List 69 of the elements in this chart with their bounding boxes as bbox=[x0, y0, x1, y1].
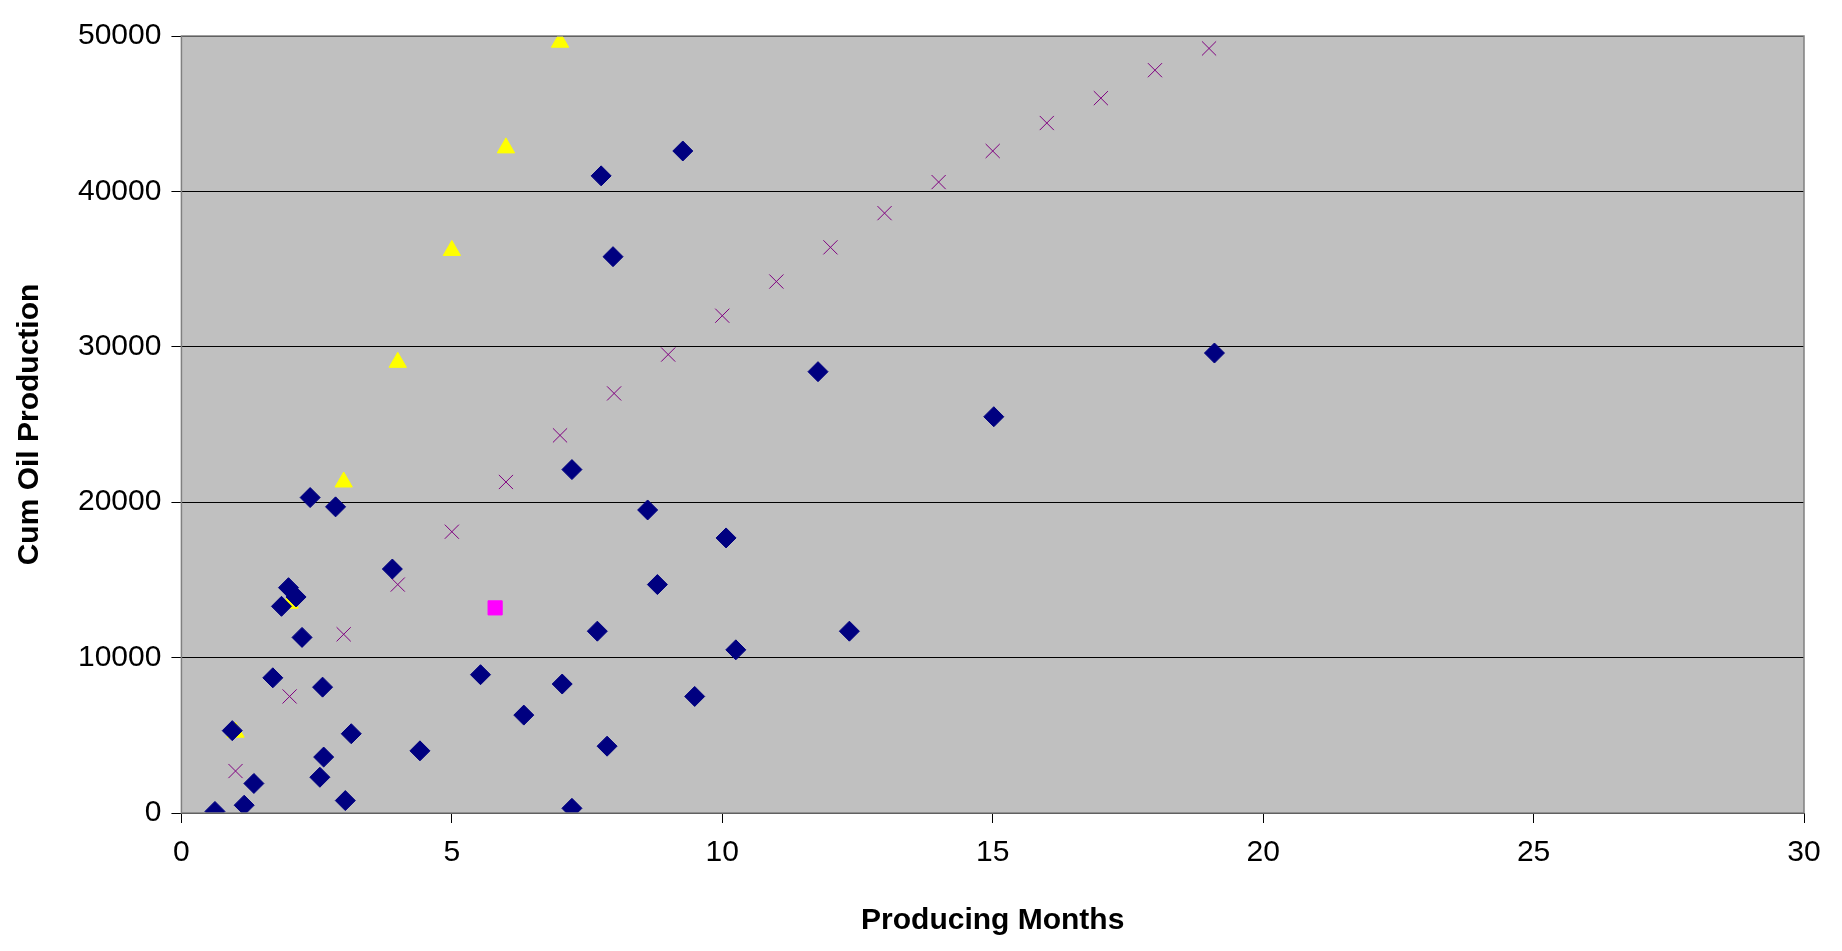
point bbox=[285, 586, 307, 608]
point bbox=[1201, 40, 1217, 56]
y-tick-label: 10000 bbox=[77, 638, 162, 672]
point bbox=[233, 794, 255, 813]
point bbox=[299, 487, 321, 509]
point bbox=[637, 499, 659, 521]
point bbox=[498, 474, 514, 490]
point bbox=[340, 723, 362, 745]
point bbox=[714, 308, 730, 324]
y-tick-label: 30000 bbox=[77, 328, 162, 362]
x-tick-label: 25 bbox=[1516, 834, 1551, 868]
point bbox=[807, 361, 829, 383]
x-tick-label: 10 bbox=[705, 834, 739, 868]
point bbox=[381, 558, 403, 580]
point bbox=[336, 626, 352, 642]
point bbox=[1039, 115, 1055, 131]
x-tick-label: 5 bbox=[443, 834, 461, 868]
point bbox=[334, 790, 356, 812]
point bbox=[586, 620, 608, 642]
point bbox=[1093, 90, 1109, 106]
y-tick-label: 20000 bbox=[77, 483, 162, 517]
point bbox=[985, 143, 1001, 159]
point bbox=[262, 667, 284, 689]
x-tick-label: 0 bbox=[173, 834, 190, 868]
y-tick-label: 50000 bbox=[77, 17, 162, 51]
point bbox=[291, 626, 313, 648]
x-tick-label: 15 bbox=[976, 834, 1010, 868]
y-axis-title: Cum Oil Production bbox=[11, 283, 45, 566]
point bbox=[1203, 342, 1225, 364]
point bbox=[487, 600, 503, 616]
point bbox=[876, 205, 893, 221]
x-axis-title: Producing Months bbox=[861, 902, 1125, 936]
point bbox=[660, 347, 676, 363]
point bbox=[551, 673, 573, 695]
point bbox=[646, 574, 668, 596]
point bbox=[390, 576, 406, 593]
point bbox=[838, 620, 860, 642]
x-tick-label: 30 bbox=[1787, 834, 1821, 868]
point bbox=[684, 685, 706, 707]
point bbox=[596, 735, 618, 757]
y-tick-label: 40000 bbox=[77, 172, 162, 206]
x-tick-label: 20 bbox=[1246, 834, 1280, 868]
point bbox=[409, 740, 431, 762]
point bbox=[1147, 62, 1163, 78]
point bbox=[606, 385, 622, 401]
point bbox=[309, 766, 331, 788]
point bbox=[325, 496, 347, 518]
point bbox=[243, 772, 265, 794]
point bbox=[602, 246, 624, 268]
point bbox=[931, 174, 947, 190]
point bbox=[470, 664, 492, 686]
y-tick-label: 0 bbox=[144, 794, 162, 828]
point bbox=[513, 704, 535, 726]
point bbox=[444, 524, 460, 540]
point bbox=[590, 165, 612, 187]
point bbox=[552, 427, 568, 443]
point bbox=[313, 746, 335, 768]
point bbox=[768, 273, 784, 290]
point bbox=[983, 406, 1005, 428]
point bbox=[715, 527, 737, 549]
point bbox=[282, 688, 298, 705]
point bbox=[561, 459, 583, 481]
point bbox=[312, 676, 334, 698]
point bbox=[672, 140, 694, 162]
point bbox=[822, 239, 839, 255]
point bbox=[221, 720, 243, 742]
point bbox=[227, 763, 244, 779]
point bbox=[725, 639, 747, 661]
point bbox=[270, 595, 292, 617]
